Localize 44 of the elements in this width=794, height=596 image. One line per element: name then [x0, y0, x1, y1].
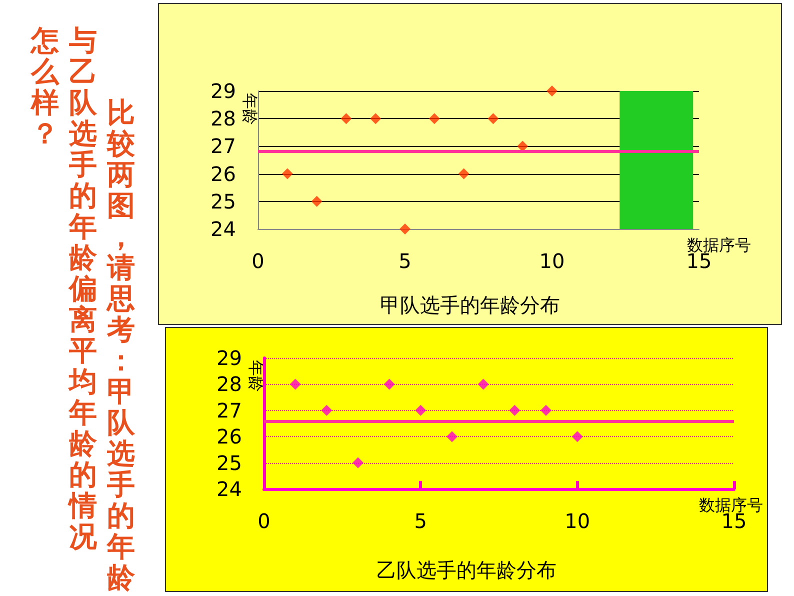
y-tick-label: 27 [210, 134, 236, 158]
x-tick-label: 0 [252, 249, 264, 273]
point [540, 404, 552, 416]
text: 比较两图，请思考：甲队选手的年龄 [107, 96, 135, 594]
x-tick-label: 10 [564, 509, 590, 533]
point [488, 113, 499, 124]
point [572, 431, 583, 442]
y-tick-label: 27 [216, 398, 242, 422]
text: 乙队选手的年龄分布 [376, 558, 556, 582]
point [321, 404, 332, 416]
y-tick-label: 25 [216, 450, 242, 475]
y-tick-label: 24 [210, 217, 236, 241]
y-tick-label: 25 [210, 189, 236, 214]
point [546, 86, 558, 96]
x-tick-label: 10 [539, 249, 565, 273]
text: 甲队选手的年龄分布 [380, 293, 560, 317]
y-axis-title: 年龄 [246, 360, 266, 392]
point [415, 404, 426, 416]
y-tick-label: 24 [216, 477, 242, 501]
point [311, 196, 322, 207]
point [370, 113, 382, 124]
y-axis-title: 年龄 [240, 93, 260, 125]
text: 怎么样？ [30, 24, 60, 150]
x-tick-label: 5 [398, 249, 412, 273]
y-tick-label: 29 [216, 346, 242, 370]
point [509, 404, 520, 416]
y-tick-label: 28 [210, 106, 236, 131]
point [428, 113, 440, 124]
y-tick-label: 29 [210, 79, 236, 103]
point [400, 224, 410, 234]
point [446, 431, 458, 442]
x-tick-label: 0 [258, 509, 270, 533]
point [478, 378, 489, 390]
x-tick-label: 5 [414, 509, 428, 533]
y-tick-label: 26 [210, 162, 236, 186]
text: 与乙队选手的年龄偏离平均年龄的情况 [69, 24, 97, 553]
point [458, 168, 470, 180]
point [340, 113, 352, 124]
point [384, 378, 395, 390]
point [282, 168, 293, 180]
y-tick-label: 26 [216, 424, 242, 449]
point [290, 378, 301, 390]
y-tick-label: 28 [216, 372, 242, 396]
point [352, 457, 364, 468]
